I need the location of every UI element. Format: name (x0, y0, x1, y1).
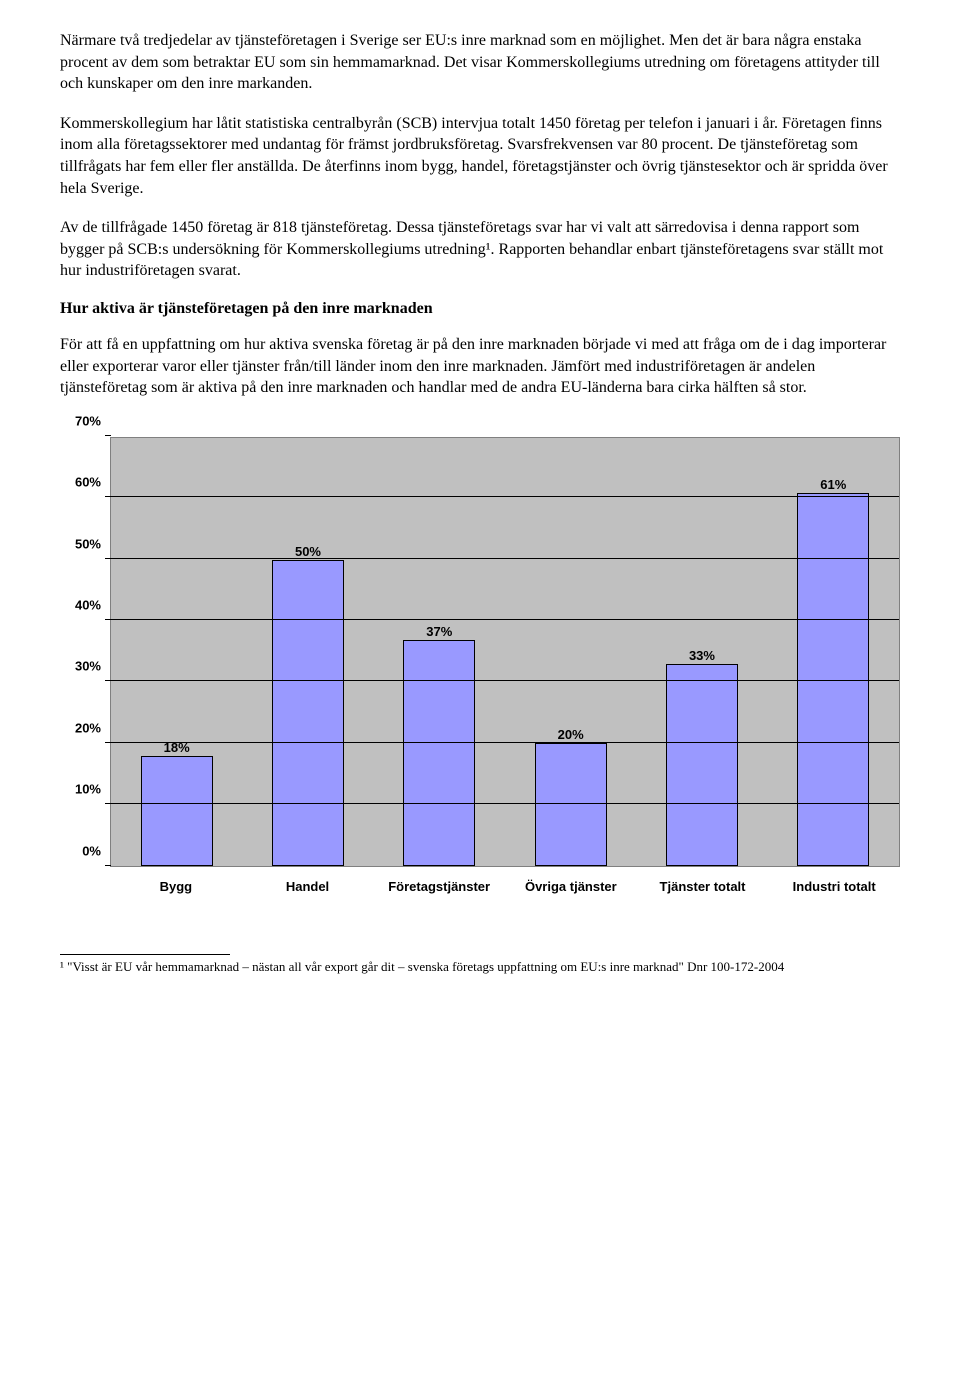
chart-x-label: Handel (242, 879, 374, 894)
chart-y-tick-label: 0% (82, 843, 111, 858)
chart-bar-slot: 61% (768, 438, 899, 866)
chart-y-tick (105, 865, 111, 866)
chart-x-label: Övriga tjänster (505, 879, 637, 894)
chart-gridline (111, 496, 899, 497)
chart-x-label: Industri totalt (768, 879, 900, 894)
chart-bar-value-label: 33% (689, 648, 715, 665)
chart-bar-slot: 50% (242, 438, 373, 866)
chart-y-tick-label: 70% (75, 413, 111, 428)
chart-gridline (111, 680, 899, 681)
chart-y-tick (105, 496, 111, 497)
paragraph-1: Närmare två tredjedelar av tjänsteföreta… (60, 30, 900, 95)
chart-bar: 33% (666, 664, 738, 866)
chart-y-tick (105, 558, 111, 559)
chart-bars-container: 18% 50% 37% 20% 33% 61% (111, 438, 899, 866)
footnote-separator (60, 954, 230, 955)
chart-y-tick-label: 20% (75, 720, 111, 735)
chart-gridline (111, 742, 899, 743)
chart-y-tick (105, 742, 111, 743)
chart-x-axis-labels: ByggHandelFöretagstjänsterÖvriga tjänste… (110, 879, 900, 894)
chart-y-tick (105, 619, 111, 620)
chart-gridline (111, 619, 899, 620)
chart-gridline (111, 803, 899, 804)
chart-bar-slot: 37% (374, 438, 505, 866)
chart-gridline (111, 558, 899, 559)
chart-y-tick-label: 60% (75, 475, 111, 490)
chart-plot-area: 18%50%37%20%33%61% 0%10%20%30%40%50%60%7… (110, 437, 900, 867)
chart-bar: 50% (272, 560, 344, 866)
chart-y-tick (105, 803, 111, 804)
chart-y-tick (105, 435, 111, 436)
chart-y-tick-label: 30% (75, 659, 111, 674)
paragraph-2: Kommerskollegium har låtit statistiska c… (60, 113, 900, 199)
paragraph-3: Av de tillfrågade 1450 företag är 818 tj… (60, 217, 900, 282)
chart-bar-slot: 18% (111, 438, 242, 866)
chart-bar: 61% (797, 493, 869, 866)
chart-bar-value-label: 37% (426, 624, 452, 641)
chart-y-tick (105, 680, 111, 681)
footnote-text: ¹ "Visst är EU vår hemmamarknad – nästan… (60, 959, 900, 976)
chart-bar: 37% (403, 640, 475, 866)
chart-bar-slot: 20% (505, 438, 636, 866)
chart-bar: 20% (535, 743, 607, 865)
chart-x-label: Tjänster totalt (637, 879, 769, 894)
chart-y-tick-label: 10% (75, 782, 111, 797)
paragraph-4: För att få en uppfattning om hur aktiva … (60, 334, 900, 399)
chart-y-tick-label: 40% (75, 598, 111, 613)
chart-bar-value-label: 61% (820, 477, 846, 494)
chart-x-label: Företagstjänster (373, 879, 505, 894)
bar-chart: 18%50%37%20%33%61% 0%10%20%30%40%50%60%7… (60, 437, 900, 894)
chart-bar-slot: 33% (636, 438, 767, 866)
section-heading: Hur aktiva är tjänsteföretagen på den in… (60, 300, 900, 318)
chart-bar: 18% (141, 756, 213, 866)
chart-y-tick-label: 50% (75, 536, 111, 551)
chart-x-label: Bygg (110, 879, 242, 894)
